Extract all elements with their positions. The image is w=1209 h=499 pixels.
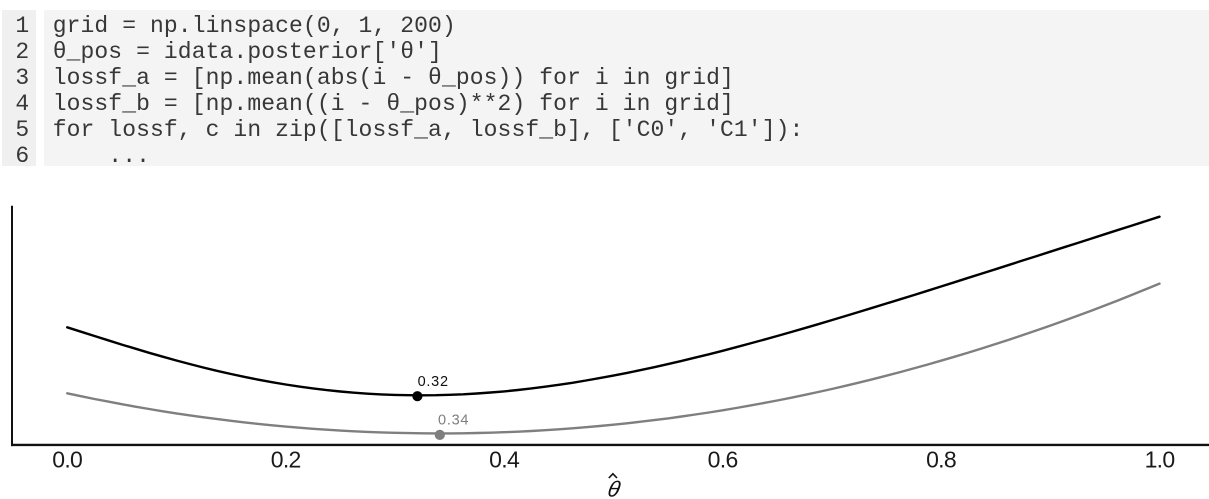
svg-text:0.4: 0.4 <box>489 447 520 473</box>
svg-text:0.8: 0.8 <box>926 447 956 473</box>
svg-text:0.32: 0.32 <box>418 374 449 390</box>
svg-text:0.0: 0.0 <box>52 447 82 473</box>
svg-text:θ: θ <box>606 477 623 499</box>
svg-text:1.0: 1.0 <box>1145 447 1175 473</box>
svg-text:0.2: 0.2 <box>271 447 301 473</box>
svg-text:0.34: 0.34 <box>438 412 469 428</box>
svg-text:0.6: 0.6 <box>708 447 738 473</box>
